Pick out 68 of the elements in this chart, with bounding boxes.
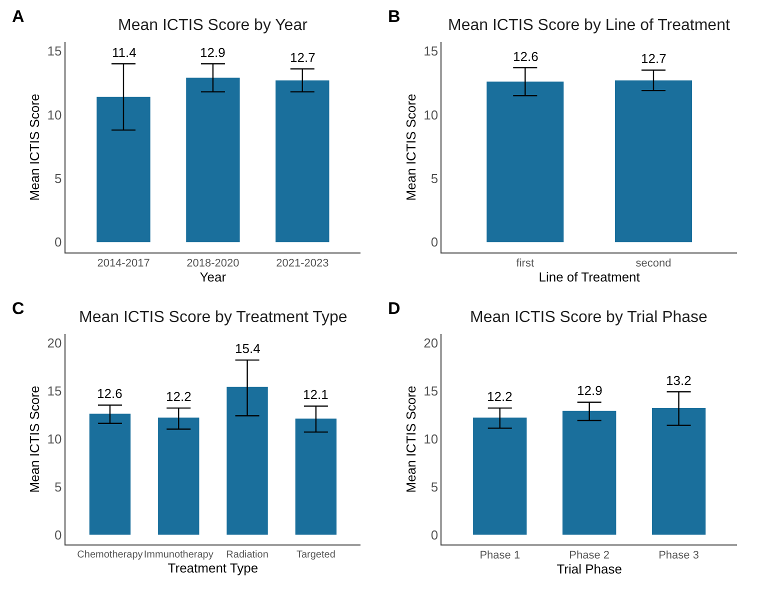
bar [562, 410, 616, 535]
y-tick-label: 20 [424, 335, 438, 350]
text: C [12, 299, 24, 318]
y-tick-label: 10 [47, 431, 62, 446]
bar [158, 418, 200, 535]
y-tick-label: 5 [54, 171, 62, 186]
y-tick-label: 0 [54, 527, 62, 542]
bar [186, 78, 240, 242]
x-axis-title: Treatment Type [168, 560, 258, 576]
text: A [12, 7, 24, 26]
bar [89, 414, 131, 535]
y-tick-label: 15 [47, 383, 62, 398]
chart-title: Mean ICTIS Score by Treatment Type [79, 309, 348, 326]
x-axis-title: Year [200, 270, 227, 285]
y-axis-title: Mean ICTIS Score [404, 386, 419, 493]
x-tick-label: 2018-2020 [186, 258, 240, 270]
text: D [388, 299, 400, 318]
y-tick-label: 10 [424, 431, 438, 446]
data-label: 12.9 [200, 45, 226, 60]
bar [295, 418, 337, 535]
y-tick-label: 0 [54, 234, 62, 250]
y-tick-label: 15 [47, 44, 62, 59]
y-tick-label: 15 [424, 44, 438, 59]
data-label: 12.6 [97, 386, 122, 401]
x-tick-label: Phase 2 [569, 550, 610, 562]
y-tick-label: 5 [430, 479, 438, 494]
bar [276, 80, 330, 242]
data-label: 12.7 [641, 51, 666, 66]
y-tick-label: 15 [424, 383, 438, 398]
data-label: 15.4 [235, 341, 260, 356]
data-label: 11.4 [112, 45, 136, 60]
bar [226, 386, 268, 535]
data-label: 12.9 [577, 383, 602, 398]
chart-title: Mean ICTIS Score by Year [118, 17, 308, 34]
data-label: 12.2 [487, 389, 512, 404]
x-tick-label: first [516, 258, 534, 270]
y-axis-title: Mean ICTIS Score [404, 94, 419, 201]
x-tick-label: Phase 1 [480, 550, 520, 562]
data-label: 12.6 [513, 49, 538, 64]
x-tick-label: Immunotherapy [144, 549, 214, 560]
y-tick-label: 5 [54, 479, 62, 494]
data-label: 13.2 [666, 373, 692, 388]
y-tick-label: 0 [430, 527, 438, 542]
text: B [388, 7, 400, 26]
y-tick-label: 0 [430, 234, 438, 250]
y-axis-title: Mean ICTIS Score [27, 94, 42, 201]
y-tick-label: 5 [430, 171, 438, 186]
y-tick-label: 20 [47, 335, 62, 350]
data-label: 12.2 [166, 389, 192, 404]
bar [96, 96, 150, 242]
bar [473, 418, 527, 535]
x-tick-label: Targeted [296, 549, 336, 560]
x-axis-title: Trial Phase [556, 562, 622, 577]
x-tick-label: 2014-2017 [97, 258, 150, 270]
data-label: 12.7 [290, 50, 316, 65]
x-tick-label: second [636, 258, 672, 270]
chart-title: Mean ICTIS Score by Line of Treatment [448, 17, 730, 34]
y-tick-label: 10 [424, 107, 438, 122]
data-label: 12.1 [303, 387, 328, 402]
bar [652, 408, 706, 535]
y-axis-title: Mean ICTIS Score [27, 386, 42, 493]
x-tick-label: Phase 3 [658, 550, 699, 562]
y-tick-label: 10 [47, 107, 62, 122]
chart-title: Mean ICTIS Score by Trial Phase [470, 309, 708, 326]
x-tick-label: Chemotherapy [77, 549, 143, 560]
x-axis-title: Line of Treatment [538, 270, 640, 285]
x-tick-label: 2021-2023 [276, 258, 329, 270]
x-tick-label: Radiation [226, 549, 268, 560]
